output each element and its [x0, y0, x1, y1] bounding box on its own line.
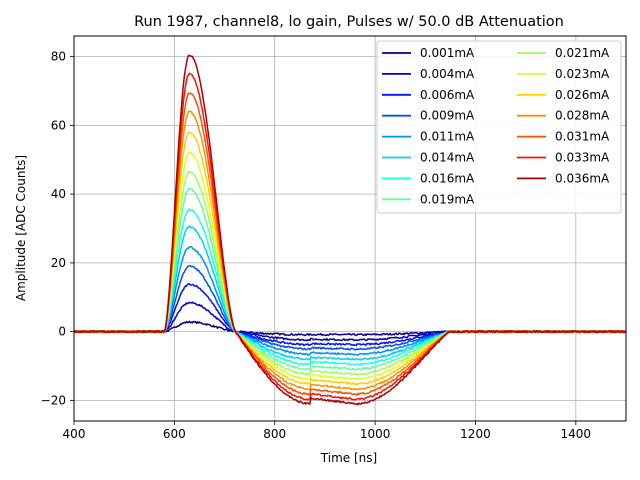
legend-label: 0.028mA [555, 109, 610, 123]
chart-title: Run 1987, channel8, lo gain, Pulses w/ 5… [134, 14, 564, 30]
legend-label: 0.016mA [420, 171, 475, 185]
x-tick-label: 600 [163, 427, 186, 441]
x-tick-label: 1000 [360, 427, 391, 441]
axis-ticks: 400 600 800 1000 1200 1400 −20 0 20 40 60 80 [41, 50, 591, 441]
legend-label: 0.033mA [555, 151, 610, 165]
y-tick-label: 60 [51, 118, 66, 132]
y-axis-title: Amplitude [ADC Counts] [14, 155, 28, 301]
x-axis-title: Time [ns] [320, 451, 377, 465]
y-tick-label: 80 [51, 50, 66, 64]
y-tick-label: 40 [51, 187, 66, 201]
plot-frame [73, 35, 627, 422]
legend-label: 0.021mA [555, 46, 610, 60]
legend: 0.001mA 0.004mA 0.006mA 0.009mA 0.011mA 0.014… [376, 40, 622, 214]
y-tick-label: 20 [51, 256, 66, 270]
legend-label: 0.031mA [555, 130, 610, 144]
legend-label: 0.026mA [555, 88, 610, 102]
legend-label: 0.019mA [420, 192, 475, 206]
legend-label: 0.014mA [420, 151, 475, 165]
legend-label: 0.004mA [420, 67, 475, 81]
legend-label: 0.011mA [420, 130, 475, 144]
series-line-0.036mA [73, 54, 627, 406]
x-tick-label: 400 [63, 427, 86, 441]
y-tick-label: −20 [41, 393, 66, 407]
y-tick-label: 0 [58, 325, 66, 339]
x-tick-label: 1200 [460, 427, 491, 441]
legend-label: 0.001mA [420, 46, 475, 60]
x-tick-label: 1400 [561, 427, 592, 441]
legend-label: 0.006mA [420, 88, 475, 102]
x-tick-label: 800 [263, 427, 286, 441]
legend-label: 0.009mA [420, 109, 475, 123]
legend-label: 0.023mA [555, 67, 610, 81]
series-lines [73, 54, 627, 406]
legend-box [376, 40, 622, 214]
legend-label: 0.036mA [555, 171, 610, 185]
